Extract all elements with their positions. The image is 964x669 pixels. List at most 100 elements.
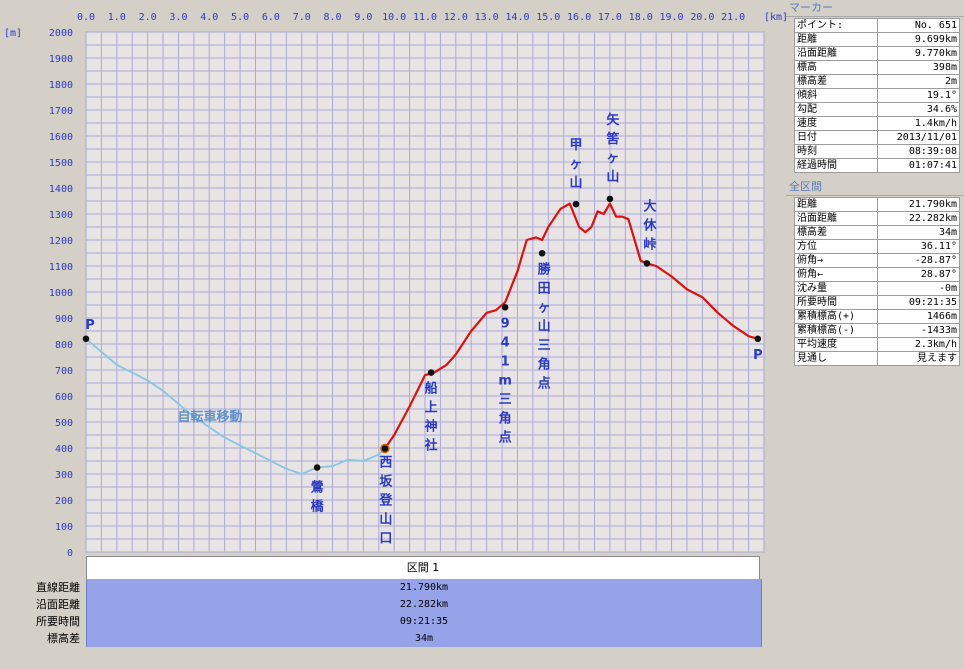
summary-label: 直線距離 xyxy=(36,581,80,594)
waypoint-dot xyxy=(82,335,90,343)
marker-label: 傾斜 xyxy=(794,88,878,103)
summary-value: 09:21:35 xyxy=(86,613,762,630)
total-label: 平均速度 xyxy=(794,337,878,352)
waypoint-dot xyxy=(754,335,762,343)
waypoint-label: 口 xyxy=(379,532,392,547)
total-row: 見通し 見えます xyxy=(794,351,960,366)
profile-chart-area[interactable]: [m] [km] 2000 1900 1800 1700 1600 1500 1400 1300 1… xyxy=(0,0,786,669)
total-label: 累積標高(-) xyxy=(794,323,878,338)
total-row: 所要時間 09:21:35 xyxy=(794,295,960,310)
marker-label: 標高差 xyxy=(794,74,878,89)
total-value: 22.282km xyxy=(877,211,960,226)
marker-value: 9.699km xyxy=(877,32,960,47)
x-tick-label: 14.0 xyxy=(505,12,529,23)
waypoint-label: 山 xyxy=(538,318,551,334)
waypoint-label: 船 xyxy=(425,381,438,397)
total-value: 21.790km xyxy=(877,197,960,212)
waypoint-label: 山 xyxy=(379,512,392,528)
section-tab[interactable]: 区間 1 xyxy=(86,556,760,580)
marker-row: 標高 398m xyxy=(794,60,960,75)
x-tick-label: 7.0 xyxy=(293,12,311,23)
bike-track-line xyxy=(85,338,386,475)
y-tick-label: 0 xyxy=(67,548,73,556)
y-tick-label: 400 xyxy=(55,444,73,455)
total-row: 標高差 34m xyxy=(794,225,960,240)
x-tick-label: 12.0 xyxy=(444,12,468,23)
waypoint-label: 三 xyxy=(538,338,551,353)
total-row: 累積標高(+) 1466m xyxy=(794,309,960,324)
x-tick-label: 18.0 xyxy=(629,12,653,23)
x-tick-label: 13.0 xyxy=(475,12,499,23)
x-tick-label: 6.0 xyxy=(262,12,280,23)
marker-value: 398m xyxy=(877,60,960,75)
marker-label: 速度 xyxy=(794,116,878,131)
total-value: 1466m xyxy=(877,309,960,324)
waypoint-label: 鶯 xyxy=(311,480,324,496)
marker-label: 沿面距離 xyxy=(794,46,878,61)
marker-label: ポイント: xyxy=(794,18,878,33)
y-tick-label: 1500 xyxy=(49,158,73,169)
waypoint-label: 矢 xyxy=(606,112,620,128)
total-label: 方位 xyxy=(794,239,878,254)
y-tick-label: 1800 xyxy=(49,80,73,91)
total-value: 34m xyxy=(877,225,960,240)
summary-row: 直線距離 21.790km xyxy=(0,579,786,596)
waypoint-label: ヶ xyxy=(570,157,583,172)
waypoint-label: 1 xyxy=(501,354,510,369)
waypoint-label: 点 xyxy=(538,375,551,391)
waypoint-label: 甲 xyxy=(570,138,583,153)
summary-label: 標高差 xyxy=(47,632,80,645)
y-tick-label: 200 xyxy=(55,496,73,507)
waypoint-dot xyxy=(572,200,580,208)
total-row: 俯角→ -28.87° xyxy=(794,253,960,268)
elevation-profile-chart[interactable]: [m][km]200019001800170016001500140013001… xyxy=(0,0,786,556)
summary-label: 沿面距離 xyxy=(36,598,80,611)
x-tick-label: 19.0 xyxy=(659,12,683,23)
x-tick-label: 5.0 xyxy=(231,12,249,23)
waypoint-label: ヶ xyxy=(606,151,619,166)
y-tick-label: 1900 xyxy=(49,54,73,65)
waypoint-label: 筈 xyxy=(606,131,619,147)
total-row: 距離 21.790km xyxy=(794,197,960,212)
total-row: 方位 36.11° xyxy=(794,239,960,254)
waypoint-label: 西 xyxy=(379,456,392,471)
marker-label: 経過時間 xyxy=(794,158,878,173)
x-tick-label: 21.0 xyxy=(721,12,745,23)
summary-value: 34m xyxy=(86,630,762,647)
x-tick-label: 0.0 xyxy=(77,12,95,23)
total-label: 所要時間 xyxy=(794,295,878,310)
x-tick-label: 3.0 xyxy=(169,12,187,23)
y-tick-label: 100 xyxy=(55,522,73,533)
info-sidebar: マーカー ポイント: No. 651 距離 9.699km 沿面距離 9.770km 標高 3… xyxy=(786,0,964,669)
y-tick-label: 700 xyxy=(55,366,73,377)
marker-value: 19.1° xyxy=(877,88,960,103)
end-p-label: P xyxy=(753,348,763,363)
x-tick-label: 10.0 xyxy=(382,12,406,23)
waypoint-dot xyxy=(538,249,546,257)
total-value: -1433m xyxy=(877,323,960,338)
marker-row: 勾配 34.6% xyxy=(794,102,960,117)
waypoint-label: 三 xyxy=(499,392,512,407)
summary-row: 沿面距離 22.282km xyxy=(0,596,786,613)
waypoint-label: 峠 xyxy=(643,236,656,252)
marker-row: 距離 9.699km xyxy=(794,32,960,47)
waypoint-label: 山 xyxy=(570,175,583,191)
y-tick-label: 1000 xyxy=(49,288,73,299)
marker-row: 速度 1.4km/h xyxy=(794,116,960,131)
waypoint-dot xyxy=(427,369,435,376)
summary-table: 直線距離 21.790km 沿面距離 22.282km 所要時間 09:21:35 標高差 3… xyxy=(0,579,786,647)
summary-label: 所要時間 xyxy=(36,615,80,628)
waypoint-label: 坂 xyxy=(379,474,393,490)
marker-row: 沿面距離 9.770km xyxy=(794,46,960,61)
waypoint-label: 田 xyxy=(538,281,551,296)
marker-value: 1.4km/h xyxy=(877,116,960,131)
waypoint-label: 角 xyxy=(499,410,512,426)
current-marker xyxy=(380,443,390,454)
total-value: 2.3km/h xyxy=(877,337,960,352)
total-label: 見通し xyxy=(794,351,878,366)
total-info-table: 距離 21.790km 沿面距離 22.282km 標高差 34m 方位 36.11° 俯角→ -… xyxy=(794,197,960,366)
total-row: 平均速度 2.3km/h xyxy=(794,337,960,352)
total-row: 俯角← 28.87° xyxy=(794,267,960,282)
summary-row: 標高差 34m xyxy=(0,630,786,647)
marker-value: 01:07:41 xyxy=(877,158,960,173)
